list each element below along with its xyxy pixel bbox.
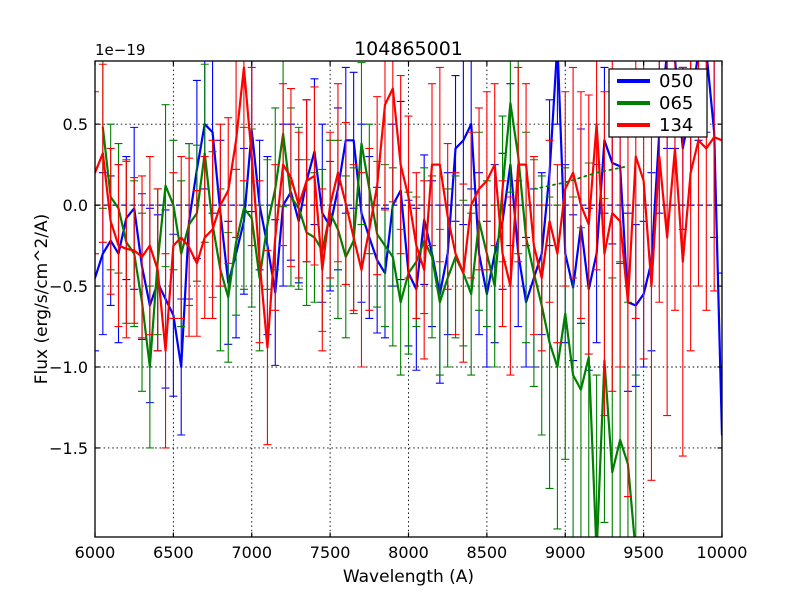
line-065-dotted-segment: [533, 165, 629, 190]
legend-label-050: 050: [659, 71, 693, 92]
y-tick-label-0.0: 0.0: [63, 196, 88, 215]
tick-marks: [94, 61, 723, 537]
x-tick-label-8000: 8000: [388, 543, 429, 562]
y-tick-label--1.0: −1.0: [49, 358, 88, 377]
line-134: [95, 66, 722, 352]
y-tick-label--1.5: −1.5: [49, 439, 88, 458]
y-offset-label: 1e−19: [95, 41, 145, 59]
x-axis-label: Wavelength (A): [343, 567, 474, 587]
y-tick-labels: 0.5 0.0 −0.5 −1.0 −1.5: [49, 115, 88, 458]
series-065-dotted-segment: [533, 165, 629, 190]
x-tick-labels: 6000 6500 7000 7500 8000 8500 9000 9500 …: [75, 543, 748, 562]
x-tick-label-6500: 6500: [153, 543, 194, 562]
x-tick-label-7000: 7000: [231, 543, 272, 562]
x-tick-label-8500: 8500: [467, 543, 508, 562]
data-layer: [95, 61, 722, 537]
x-tick-label-9500: 9500: [623, 543, 664, 562]
plot-title: 104865001: [354, 38, 463, 60]
series-134: [95, 61, 722, 498]
x-tick-label-6000: 6000: [75, 543, 116, 562]
legend-label-065: 065: [659, 93, 693, 114]
x-tick-label-10000: 10000: [697, 543, 748, 562]
y-tick-label--0.5: −0.5: [49, 277, 88, 296]
legend: 050 065 134: [608, 68, 708, 138]
legend-label-134: 134: [659, 115, 693, 136]
y-tick-label-0.5: 0.5: [63, 115, 88, 134]
x-tick-label-7500: 7500: [310, 543, 351, 562]
x-tick-label-9000: 9000: [545, 543, 586, 562]
y-axis-label: Flux (erg/s/cm^2/A): [32, 214, 52, 385]
